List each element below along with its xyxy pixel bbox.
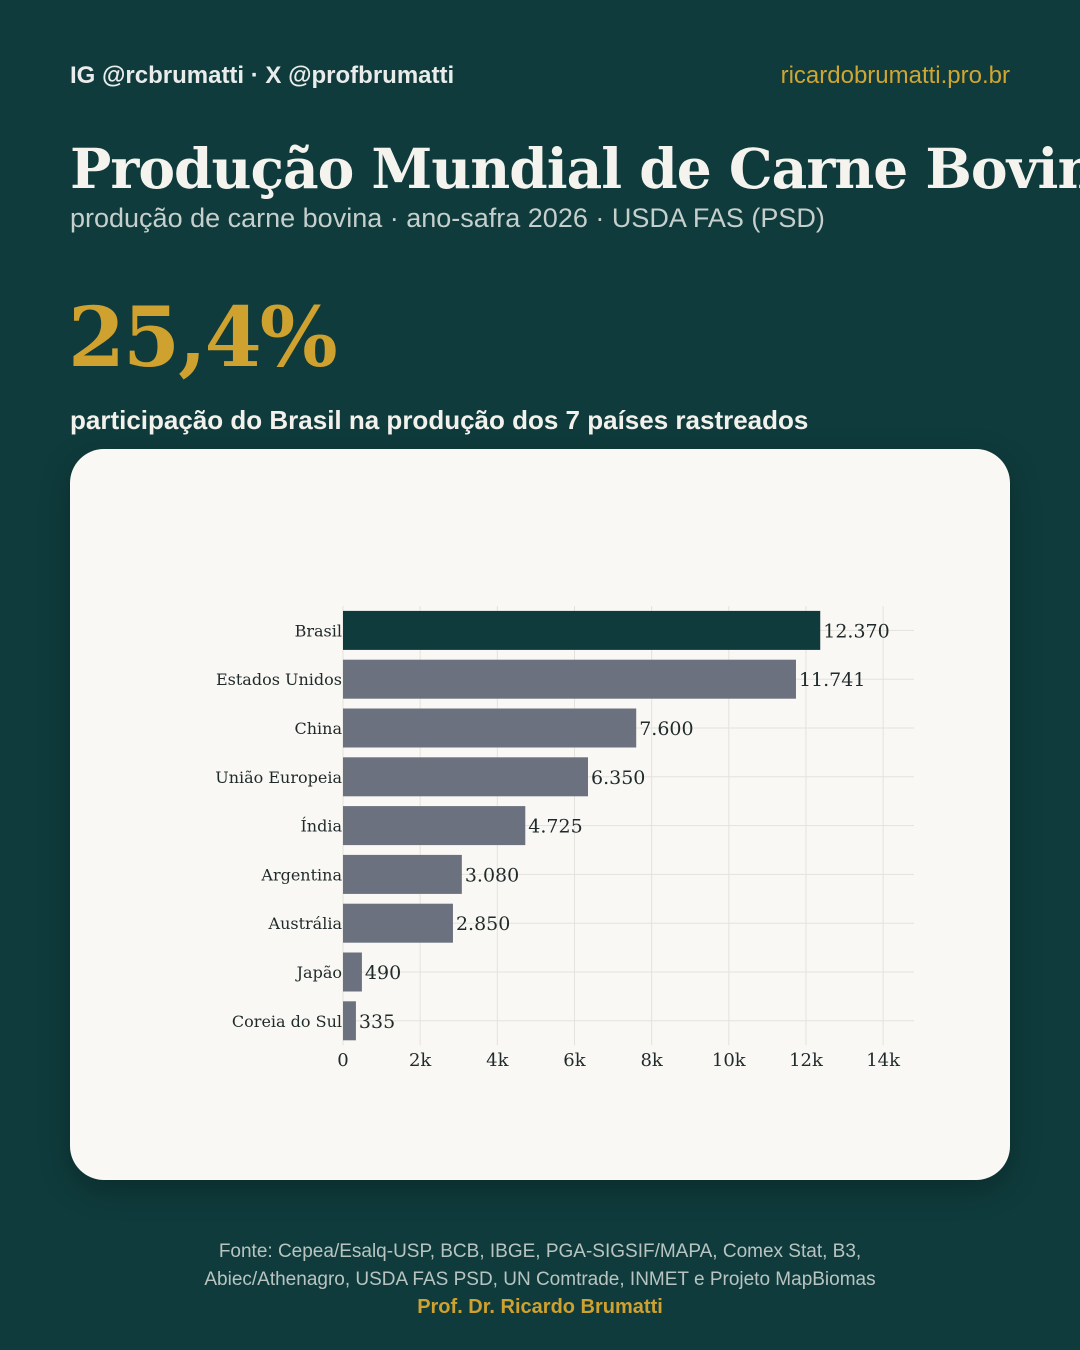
bar-6: [343, 903, 453, 943]
highlight-caption: participação do Brasil na produção dos 7…: [70, 405, 809, 435]
category-label-3: União Europeia: [215, 768, 342, 787]
x-tick-label-0: 0: [337, 1050, 348, 1071]
bar-8: [343, 1001, 356, 1041]
value-label-7: 490: [365, 962, 401, 984]
x-tick-label-2: 4k: [486, 1050, 509, 1071]
page-title: Produção Mundial de Carne Bovina: [70, 136, 1080, 201]
social-handles: IG @rcbrumatti · X @profbrumatti: [70, 62, 455, 89]
highlight-value: 25,4%: [68, 290, 338, 386]
source-note: Fonte: Cepea/Esalq-USP, BCB, IBGE, PGA-S…: [0, 1238, 1080, 1293]
source-line-2: Abiec/Athenagro, USDA FAS PSD, UN Comtra…: [204, 1268, 876, 1290]
chart-card: Brasil 12.370 Estados Unidos 11.741 China 7.6…: [70, 449, 1010, 1180]
website-link[interactable]: ricardobrumatti.pro.br: [780, 62, 1010, 89]
value-label-4: 4.725: [528, 816, 582, 838]
value-label-3: 6.350: [591, 767, 645, 789]
bar-5: [343, 854, 462, 894]
bar-7: [343, 952, 362, 992]
x-tick-label-1: 2k: [409, 1050, 432, 1071]
bar-chart: Brasil 12.370 Estados Unidos 11.741 China 7.6…: [215, 606, 914, 1071]
value-label-2: 7.600: [639, 718, 693, 740]
x-tick-label-3: 6k: [563, 1050, 586, 1071]
page-subtitle: produção de carne bovina · ano-safra 202…: [70, 203, 825, 233]
bar-2: [343, 708, 637, 748]
bar-3: [343, 757, 588, 797]
category-label-2: China: [294, 719, 342, 738]
bar-4: [343, 806, 526, 846]
x-tick-label-4: 8k: [640, 1050, 663, 1071]
value-label-6: 2.850: [456, 913, 510, 935]
x-tick-label-6: 12k: [789, 1050, 824, 1071]
value-label-5: 3.080: [465, 864, 519, 886]
category-label-6: Austrália: [268, 914, 343, 933]
category-label-8: Coreia do Sul: [232, 1012, 342, 1031]
category-label-5: Argentina: [260, 865, 342, 884]
category-label-4: Índia: [300, 816, 342, 836]
category-label-1: Estados Unidos: [216, 670, 342, 689]
bar-1: [343, 659, 796, 699]
bar-0: [343, 610, 821, 650]
source-line-1: Fonte: Cepea/Esalq-USP, BCB, IBGE, PGA-S…: [218, 1241, 862, 1262]
value-label-0: 12.370: [823, 620, 889, 642]
x-tick-label-7: 14k: [866, 1050, 901, 1071]
author-name: Prof. Dr. Ricardo Brumatti: [417, 1296, 663, 1318]
x-tick-label-5: 10k: [712, 1050, 747, 1071]
value-label-8: 335: [359, 1011, 395, 1033]
value-label-1: 11.741: [799, 669, 865, 691]
category-label-0: Brasil: [295, 621, 342, 640]
category-label-7: Japão: [295, 963, 342, 982]
